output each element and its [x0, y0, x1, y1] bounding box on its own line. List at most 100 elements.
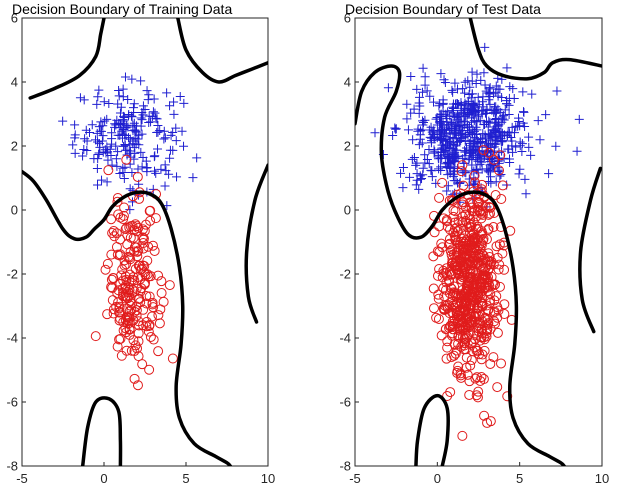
plus-marker [453, 84, 463, 94]
plus-marker [478, 97, 488, 107]
training-plot-area [22, 18, 268, 466]
circle-marker [471, 330, 482, 341]
circle-marker [125, 300, 136, 311]
circle-marker [465, 315, 476, 326]
plus-marker [469, 100, 479, 110]
plus-marker [484, 116, 494, 126]
plus-marker [443, 107, 453, 117]
circle-marker [113, 285, 124, 296]
plus-marker [488, 139, 498, 149]
circle-marker [492, 312, 503, 323]
circle-marker [125, 221, 136, 232]
circle-marker [130, 340, 141, 351]
circle-marker [127, 274, 138, 285]
plus-marker [153, 144, 163, 154]
circle-marker [129, 373, 140, 384]
circle-marker [108, 304, 119, 315]
circle-marker [118, 214, 129, 225]
circle-marker [448, 205, 459, 216]
circle-marker [167, 353, 178, 364]
plus-marker [453, 111, 463, 121]
training-axes-box [21, 17, 269, 467]
plus-marker [492, 106, 502, 116]
circle-marker [446, 283, 457, 294]
plus-marker [114, 91, 124, 101]
plus-marker [461, 130, 471, 140]
y-tick-label: -2 [6, 267, 18, 282]
circle-marker [108, 308, 119, 319]
plus-marker [420, 72, 430, 82]
circle-marker [479, 410, 490, 421]
circle-marker [467, 199, 478, 210]
plus-marker [118, 84, 128, 94]
circle-marker [460, 297, 471, 308]
plus-marker [497, 117, 507, 127]
plus-marker [136, 147, 146, 157]
circle-marker [468, 336, 479, 347]
circle-marker [439, 304, 450, 315]
y-tick-label: 0 [11, 203, 18, 218]
circle-marker [482, 319, 493, 330]
plus-marker [460, 146, 470, 156]
circle-marker [449, 339, 460, 350]
plus-marker [448, 104, 458, 114]
circle-marker [148, 334, 159, 345]
plus-marker [526, 150, 536, 160]
plus-marker [102, 177, 112, 187]
plus-marker [509, 94, 519, 104]
plus-marker [124, 140, 134, 150]
circle-marker [428, 283, 439, 294]
plus-marker [427, 172, 437, 182]
plus-marker [460, 77, 470, 87]
circle-marker [458, 180, 469, 191]
plus-marker [160, 160, 170, 170]
circle-marker [469, 311, 480, 322]
plus-marker [524, 132, 534, 142]
circle-marker [485, 202, 496, 213]
circle-marker [479, 345, 490, 356]
plus-marker [136, 121, 146, 131]
plus-marker [160, 181, 170, 191]
circle-marker [115, 212, 126, 223]
plus-marker [156, 164, 166, 174]
plus-marker [104, 98, 114, 108]
plus-marker [520, 174, 530, 184]
circle-marker [476, 372, 487, 383]
plus-marker [438, 147, 448, 157]
boundary-curve-3 [80, 396, 123, 466]
plus-marker [122, 145, 132, 155]
plus-marker [172, 172, 182, 182]
x-tick-label: 0 [434, 471, 441, 486]
plus-marker [551, 141, 561, 151]
plus-marker [162, 88, 172, 98]
plus-marker [442, 162, 452, 172]
plus-marker [171, 123, 181, 133]
plus-marker [457, 101, 467, 111]
circle-marker [459, 340, 470, 351]
circle-marker [471, 390, 482, 401]
circle-marker [103, 165, 114, 176]
plus-marker [414, 92, 424, 102]
circle-marker [443, 239, 454, 250]
plus-marker [402, 99, 412, 109]
circle-marker [124, 323, 135, 334]
plus-marker [468, 146, 478, 156]
plus-marker [507, 122, 517, 132]
plus-marker [471, 78, 481, 88]
plus-marker [541, 110, 551, 120]
circle-marker [107, 227, 118, 238]
circle-marker [476, 208, 487, 219]
circle-marker [502, 391, 513, 402]
circle-marker [442, 221, 453, 232]
y-tick-label: 4 [344, 75, 351, 90]
y-tick-label: 6 [11, 11, 18, 26]
plus-marker [131, 126, 141, 136]
circle-marker [121, 154, 132, 165]
test-decision-boundary [355, 18, 602, 466]
circle-marker [457, 256, 468, 267]
circle-marker [433, 293, 444, 304]
plus-marker [68, 140, 78, 150]
circle-marker [454, 270, 465, 281]
plus-marker [417, 174, 427, 184]
plus-marker [489, 146, 499, 156]
